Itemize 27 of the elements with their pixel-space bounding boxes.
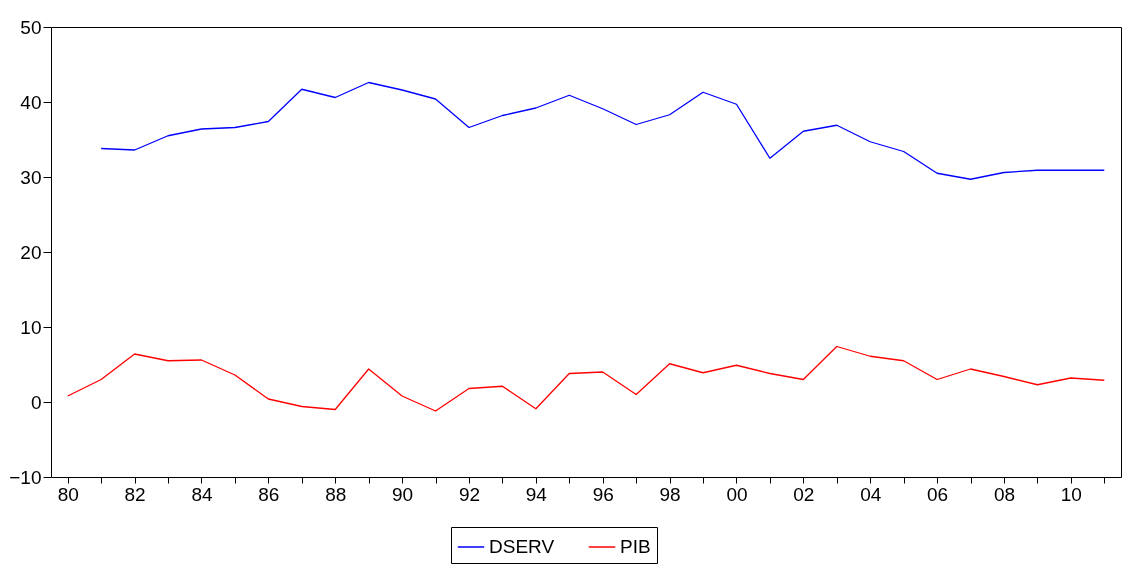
y-tick-label: 30 bbox=[20, 166, 42, 188]
x-tick-label: 94 bbox=[525, 483, 548, 505]
legend-label: PIB bbox=[620, 536, 651, 557]
x-tick-label: 86 bbox=[258, 483, 280, 505]
x-tick-label: 08 bbox=[993, 483, 1016, 505]
y-tick-label: 40 bbox=[20, 91, 42, 113]
x-tick-label: 82 bbox=[124, 483, 146, 505]
y-tick-label: 20 bbox=[20, 241, 42, 263]
line-series bbox=[67, 345, 1105, 412]
legend-label: DSERV bbox=[489, 536, 555, 557]
x-tick-label: 06 bbox=[927, 483, 949, 505]
x-tick-label: 88 bbox=[325, 483, 347, 505]
y-tick-label: 0 bbox=[30, 391, 42, 413]
x-tick-label: 80 bbox=[57, 483, 79, 505]
x-tick-label: 98 bbox=[659, 483, 681, 505]
x-tick-label: 92 bbox=[458, 483, 481, 505]
x-tick-label: 04 bbox=[860, 483, 882, 505]
line-series bbox=[100, 81, 1105, 180]
x-tick-label: 00 bbox=[726, 483, 748, 505]
x-tick-label: 90 bbox=[392, 483, 414, 505]
y-tick-label: −10 bbox=[9, 466, 42, 488]
x-tick-label: 96 bbox=[592, 483, 614, 505]
x-tick-label: 02 bbox=[793, 483, 815, 505]
x-tick-label: 10 bbox=[1060, 483, 1082, 505]
y-tick-label: 50 bbox=[20, 16, 42, 38]
x-tick-label: 84 bbox=[191, 483, 213, 505]
y-tick-label: 10 bbox=[20, 316, 42, 338]
